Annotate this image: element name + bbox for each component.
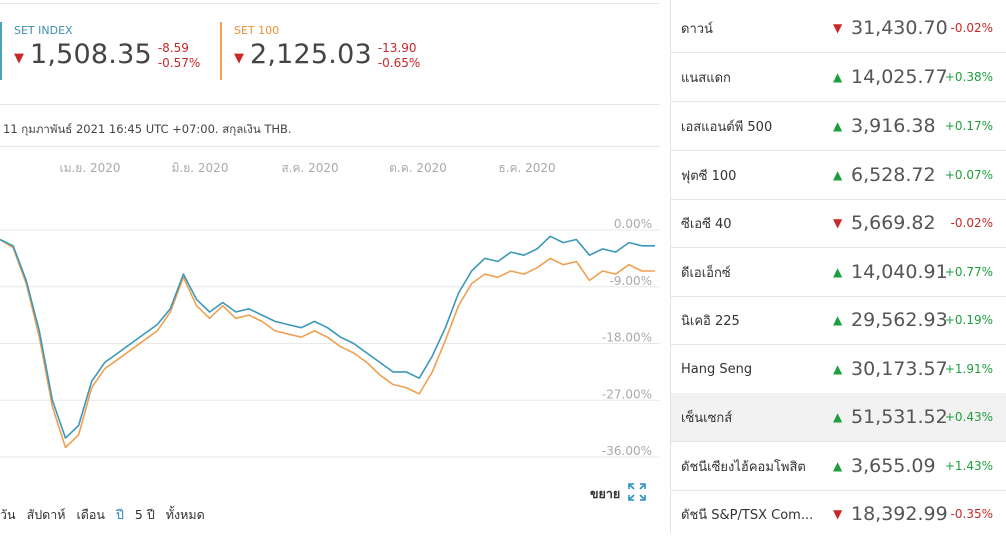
market-row[interactable]: ดาวน์ ▼ 31,430.70 -0.02% [671,4,1006,53]
x-tick-label: มิ.ย. 2020 [172,161,229,175]
market-name: Hang Seng [681,361,753,377]
range-year[interactable]: ปี [115,507,124,522]
market-value: 14,040.91 [851,261,948,283]
up-arrow-icon: ▲ [833,168,843,182]
set-index-line[interactable] [0,235,655,439]
market-change-pct: +0.77% [944,265,993,279]
divider [0,146,660,147]
market-change-pct: +0.17% [944,119,993,133]
y-tick-label: -36.00% [602,444,652,458]
set100-change: -13.90 -0.65% [378,41,420,71]
market-row[interactable]: ซีเอซี 40 ▼ 5,669.82 -0.02% [671,199,1006,248]
set100-summary[interactable]: SET 100 ▼ 2,125.03 -13.90 -0.65% [220,22,420,80]
market-change-pct: +1.43% [944,459,993,473]
divider [0,104,660,105]
market-name: ดัชนีเซียงไฮ้คอมโพสิต [681,459,806,475]
market-name: ดาวน์ [681,21,713,37]
x-tick-label: ธ.ค. 2020 [498,161,555,175]
market-row[interactable]: แนสแดก ▲ 14,025.77 +0.38% [671,53,1006,102]
market-value: 31,430.70 [851,17,948,39]
market-value: 3,916.38 [851,115,936,137]
expand-icon [628,483,647,504]
up-arrow-icon: ▲ [833,70,843,84]
set100-change-pct: -0.65% [377,56,421,70]
timestamp-text: 11 กุมภาพันธ์ 2021 16:45 UTC +07:00. สกุ… [3,122,292,136]
set-index-change-pct: -0.57% [157,56,201,70]
market-name: ดีเอเอ็กซ์ [681,265,731,281]
market-row[interactable]: เซ็นเซกส์ ▲ 51,531.52 +0.43% [671,393,1006,442]
range-5-year[interactable]: 5 ปี [134,507,155,522]
set-index-value: 1,508.35 [30,39,152,70]
down-arrow-icon: ▼ [833,507,843,521]
y-tick-label: -27.00% [602,387,652,401]
down-arrow-icon: ▼ [833,21,843,35]
up-arrow-icon: ▲ [833,265,843,279]
market-name: เอสแอนด์พี 500 [681,119,773,135]
set-index-change: -8.59 -0.57% [158,41,200,71]
down-arrow-icon: ▼ [234,51,244,66]
market-value: 51,531.52 [851,406,948,428]
up-arrow-icon: ▲ [833,459,843,473]
up-arrow-icon: ▲ [833,313,843,327]
y-tick-label: -18.00% [602,331,652,345]
up-arrow-icon: ▲ [833,410,843,424]
market-row[interactable]: ดัชนีเซียงไฮ้คอมโพสิต ▲ 3,655.09 +1.43% [671,442,1006,491]
x-tick-label: ส.ค. 2020 [281,161,338,175]
range-day[interactable]: วัน [0,507,16,522]
expand-button[interactable]: ขยาย [590,483,647,504]
up-arrow-icon: ▲ [833,119,843,133]
set100-line[interactable] [0,238,655,449]
market-change-pct: +0.07% [944,168,993,182]
x-tick-label: เม.ย. 2020 [59,161,120,175]
market-row[interactable]: ฟุตซี 100 ▲ 6,528.72 +0.07% [671,151,1006,200]
market-name: ดัชนี S&P/TSX Com... [681,507,814,523]
market-change-pct: -0.02% [950,216,993,230]
y-tick-label: -9.00% [610,274,652,288]
range-all[interactable]: ทั้งหมด [165,507,205,522]
set100-change-abs: -13.90 [377,41,417,55]
market-name: แนสแดก [681,70,731,86]
index-comparison-chart[interactable]: เม.ย. 2020 มิ.ย. 2020 ส.ค. 2020 ต.ค. 2020 ธ.… [0,150,660,475]
market-name: ฟุตซี 100 [681,168,737,184]
market-value: 14,025.77 [851,66,948,88]
market-row[interactable]: ดัชนี S&P/TSX Com... ▼ 18,392.99 -0.35% [671,490,1006,538]
set100-value: 2,125.03 [250,39,372,70]
market-row[interactable]: เอสแอนด์พี 500 ▲ 3,916.38 +0.17% [671,102,1006,151]
market-list: ดาวน์ ▼ 31,430.70 -0.02% แนสแดก ▲ 14,025… [670,0,1006,533]
set-index-summary[interactable]: SET INDEX ▼ 1,508.35 -8.59 -0.57% [0,22,200,80]
up-arrow-icon: ▲ [833,362,843,376]
expand-label: ขยาย [590,485,621,501]
market-name: นิเคอิ 225 [681,313,740,329]
market-value: 6,528.72 [851,164,936,186]
market-row[interactable]: ดีเอเอ็กซ์ ▲ 14,040.91 +0.77% [671,248,1006,297]
market-change-pct: +0.43% [944,410,993,424]
market-row[interactable]: Hang Seng ▲ 30,173.57 +1.91% [671,345,1006,394]
market-value: 5,669.82 [851,212,936,234]
y-tick-label: 0.00% [614,217,652,231]
time-range-selector: วัน สัปดาห์ เดือน ปี 5 ปี ทั้งหมด [0,505,216,525]
top-divider [0,3,660,4]
set100-name: SET 100 [234,24,280,37]
down-arrow-icon: ▼ [833,216,843,230]
market-value: 18,392.99 [851,503,948,525]
market-change-pct: -0.35% [950,507,993,521]
market-value: 29,562.93 [851,309,948,331]
market-change-pct: +0.38% [944,70,993,84]
market-name: ซีเอซี 40 [681,216,732,232]
chart-panel: SET INDEX ▼ 1,508.35 -8.59 -0.57% SET 10… [0,3,660,525]
range-month[interactable]: เดือน [76,507,105,522]
market-change-pct: -0.02% [950,21,993,35]
market-value: 30,173.57 [851,358,948,380]
set-index-change-abs: -8.59 [157,41,189,55]
x-tick-label: ต.ค. 2020 [389,161,447,175]
market-change-pct: +0.19% [944,313,993,327]
market-value: 3,655.09 [851,455,936,477]
market-change-pct: +1.91% [944,362,993,376]
market-name: เซ็นเซกส์ [681,410,733,426]
market-row[interactable]: นิเคอิ 225 ▲ 29,562.93 +0.19% [671,296,1006,345]
down-arrow-icon: ▼ [14,51,24,66]
range-week[interactable]: สัปดาห์ [26,507,66,522]
set-index-name: SET INDEX [14,24,73,37]
